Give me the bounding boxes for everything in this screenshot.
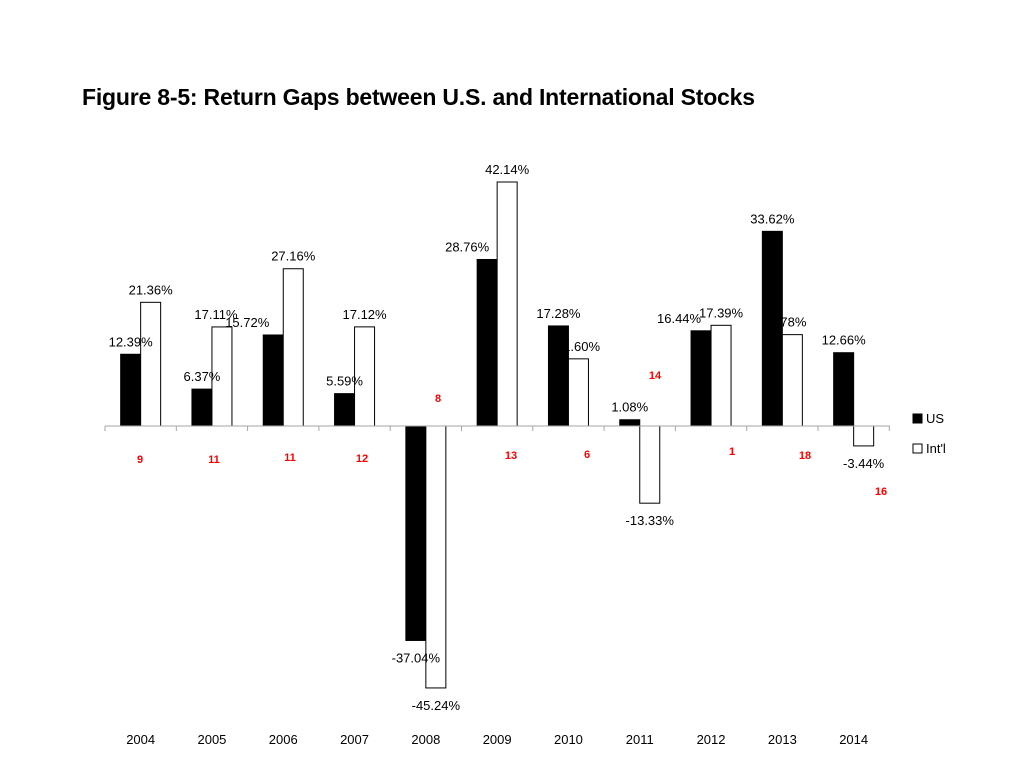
category-label: 2012 [697, 732, 726, 747]
category-label: 2011 [626, 732, 654, 747]
bar-intl-2013 [781, 334, 803, 427]
value-label: 6.37% [184, 369, 221, 384]
category-label: 2009 [483, 732, 512, 747]
bar-us-2004 [120, 353, 142, 427]
value-label: 17.11% [194, 307, 238, 322]
bar-us-2012 [690, 330, 712, 427]
category-label: 2010 [554, 732, 583, 747]
rank-annotation: 9 [137, 454, 143, 466]
rank-annotation: 16 [875, 486, 887, 498]
value-label: 33.62% [750, 211, 795, 226]
bar-us-2008 [405, 425, 427, 641]
legend-label-intl: Int'l [926, 441, 946, 456]
bars-layer [120, 181, 875, 689]
value-label: 15.72% [225, 315, 270, 330]
legend-swatch-intl [912, 443, 923, 454]
rank-annotation: 18 [799, 450, 811, 462]
category-label: 2013 [768, 732, 797, 747]
value-label: 17.12% [343, 307, 388, 322]
category-labels: 2004 2005 2006 2007 2008 2009 2010 2011 2012 2013… [126, 732, 868, 747]
value-label: 27.16% [271, 249, 316, 264]
value-label: 1.08% [611, 400, 648, 415]
value-label: 11.60% [557, 339, 601, 354]
value-label: 16.44% [657, 311, 702, 326]
value-label: 21.36% [129, 282, 174, 297]
bar-us-2009 [476, 258, 498, 427]
rank-annotation: 12 [356, 453, 368, 465]
bar-intl-2008 [425, 425, 447, 689]
value-label: 12.39% [109, 334, 154, 349]
category-label: 2004 [126, 732, 155, 747]
x-axis-ticks [104, 426, 890, 431]
value-label: -3.44% [843, 456, 885, 471]
bar-intl-2009 [496, 181, 518, 427]
bar-intl-2004 [140, 301, 162, 427]
category-label: 2006 [269, 732, 298, 747]
value-label: 5.59% [326, 374, 363, 389]
category-label: 2007 [340, 732, 369, 747]
value-label: -13.33% [626, 513, 675, 528]
rank-annotation: 8 [435, 393, 441, 405]
category-label: 2005 [197, 732, 226, 747]
value-labels: 12.39% 21.36% 6.37% 17.11%15.72% 27.16% 5.59%… [109, 162, 885, 713]
legend-label-us: US [926, 411, 944, 426]
bar-intl-2014 [853, 425, 875, 447]
rank-annotation: 11 [284, 452, 296, 464]
legend: US Int'l [912, 411, 946, 456]
bar-us-2011 [619, 419, 641, 427]
rank-annotation: 6 [584, 449, 590, 461]
bar-us-2006 [262, 334, 284, 427]
rank-annotation: 11 [208, 454, 220, 466]
bar-intl-2011 [639, 425, 661, 504]
bar-us-2005 [191, 388, 213, 427]
rank-annotation: 1 [729, 446, 735, 458]
rank-annotation: 14 [649, 370, 662, 382]
value-label: 42.14% [485, 162, 530, 177]
bar-intl-2012 [710, 324, 732, 427]
category-label: 2008 [411, 732, 440, 747]
value-label: 12.66% [822, 333, 867, 348]
bar-intl-2006 [282, 268, 304, 427]
bar-us-2014 [833, 352, 855, 427]
chart-title: Figure 8-5: Return Gaps between U.S. and… [82, 84, 755, 110]
legend-swatch-us [912, 413, 923, 424]
category-label: 2014 [839, 732, 868, 747]
value-label: 17.28% [536, 306, 581, 321]
bar-intl-2010 [567, 358, 589, 427]
value-label: 15.78% [762, 315, 807, 330]
value-label: -37.04% [392, 650, 441, 665]
bar-us-2007 [334, 393, 356, 427]
value-label: 28.76% [445, 239, 490, 254]
value-label: 17.39% [699, 305, 744, 320]
rank-annotations: 9 11 11 12 8 13 6 14 1 18 16 [137, 370, 887, 498]
value-label: -45.24% [412, 698, 461, 713]
rank-annotation: 13 [505, 450, 517, 462]
